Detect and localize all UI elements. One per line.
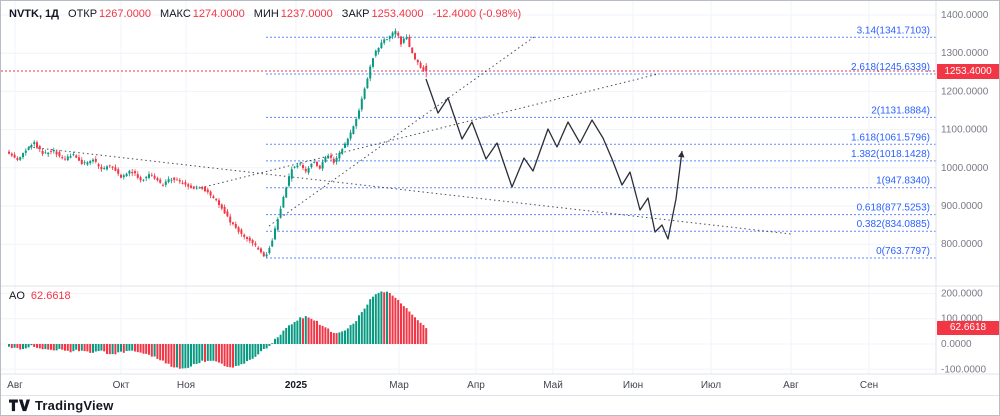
svg-text:Май: Май [543, 380, 563, 391]
svg-text:Апр: Апр [467, 380, 485, 391]
symbol-info-bar: NVTK, 1Д ОТКР 1267.0000 МАКС 1274.0000 МИН… [9, 8, 521, 20]
tradingview-logo-icon[interactable] [9, 399, 30, 412]
svg-text:Окт: Окт [113, 380, 130, 391]
svg-text:1000.0000: 1000.0000 [941, 163, 989, 174]
last-price-badge: 1253.4000 [937, 64, 999, 79]
branding-bar: TradingView [1, 395, 999, 415]
pane-separators [1, 1, 999, 375]
svg-text:800.0000: 800.0000 [941, 239, 983, 250]
field-label: ОТКР [68, 8, 98, 20]
svg-text:0.0000: 0.0000 [941, 339, 972, 350]
svg-text:900.0000: 900.0000 [941, 201, 983, 212]
svg-text:Авг: Авг [7, 380, 23, 391]
ohlc-low: МИН 1237.0000 [254, 8, 333, 20]
svg-text:1300.0000: 1300.0000 [941, 48, 989, 59]
svg-text:200.0000: 200.0000 [941, 288, 983, 299]
svg-text:0.382(834.0885): 0.382(834.0885) [857, 219, 930, 230]
svg-text:100.0000: 100.0000 [941, 314, 983, 325]
svg-text:Июл: Июл [701, 380, 721, 391]
svg-text:1400.0000: 1400.0000 [941, 10, 989, 21]
field-label: МИН [253, 8, 279, 20]
field-value: 1267.0000 [99, 8, 152, 20]
ao-title: AO [9, 290, 25, 302]
ao-histogram [8, 291, 428, 369]
projection-drawing[interactable] [425, 78, 685, 240]
field-label: МАКС [160, 8, 191, 20]
field-label: ЗАКР [341, 8, 370, 20]
svg-text:3.14(1341.7103): 3.14(1341.7103) [857, 25, 930, 36]
grid-lines [1, 1, 936, 374]
svg-text:Мар: Мар [389, 380, 409, 391]
fib-retracement[interactable]: 3.14(1341.7103) 2.618(1245.6339) 2(1131.88… [266, 25, 936, 259]
ohlc-close: ЗАКР 1253.4000 [342, 8, 424, 20]
svg-text:Сен: Сен [860, 380, 878, 391]
svg-text:0(763.7797): 0(763.7797) [876, 246, 930, 257]
svg-text:Июн: Июн [623, 380, 643, 391]
ohlc-high: МАКС 1274.0000 [160, 8, 245, 20]
svg-text:2025: 2025 [285, 380, 308, 391]
svg-text:1(947.8340): 1(947.8340) [876, 176, 930, 187]
price-axis[interactable]: 1400.0000 1300.0000 1200.0000 1100.0000 1000… [941, 10, 989, 375]
svg-text:Авг: Авг [783, 380, 799, 391]
symbol-title[interactable]: NVTK, 1Д [9, 8, 60, 20]
candles-series [8, 28, 428, 258]
svg-text:1200.0000: 1200.0000 [941, 86, 989, 97]
svg-text:0.618(877.5253): 0.618(877.5253) [857, 203, 930, 214]
field-value: 1237.0000 [280, 8, 333, 20]
trendline-drawings[interactable] [28, 36, 792, 235]
price-change: -12.4000 (-0.98%) [432, 8, 522, 20]
svg-text:Ноя: Ноя [177, 380, 195, 391]
field-value: 1274.0000 [192, 8, 245, 20]
svg-text:-100.0000: -100.0000 [941, 364, 986, 375]
svg-text:1.618(1061.5796): 1.618(1061.5796) [851, 132, 930, 143]
time-axis[interactable]: Авг Окт Ноя 2025 Мар Апр Май Июн Июл Авг Сен [7, 380, 878, 391]
svg-text:1100.0000: 1100.0000 [941, 125, 988, 136]
tradingview-logo-text[interactable]: TradingView [35, 398, 114, 413]
ao-indicator-legend[interactable]: AO 62.6618 [9, 290, 71, 302]
ohlc-open: ОТКР 1267.0000 [68, 8, 151, 20]
ao-value-badge: 62.6618 [937, 321, 999, 335]
svg-text:1.382(1018.1428): 1.382(1018.1428) [851, 149, 930, 160]
svg-text:2.618(1245.6339): 2.618(1245.6339) [851, 62, 930, 73]
svg-text:2(1131.8884): 2(1131.8884) [871, 105, 930, 116]
field-value: 1253.4000 [371, 8, 424, 20]
ao-value: 62.6618 [30, 290, 71, 302]
